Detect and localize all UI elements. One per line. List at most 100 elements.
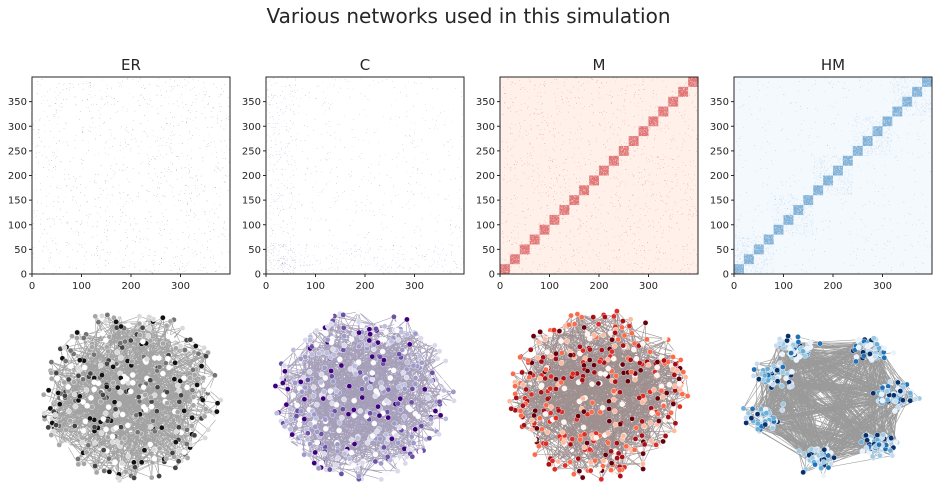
matrix-cell [518,263,519,264]
matrix-cell [513,257,514,259]
matrix-cell [655,123,657,124]
matrix-cell [572,202,574,204]
matrix-cell [609,163,611,165]
matrix-cell [548,232,550,233]
matrix-cell [681,88,682,90]
y-tick-label: 150 [242,196,261,207]
matrix-cell [626,148,628,150]
matrix-cell [670,96,671,97]
matrix-cell [690,83,692,84]
matrix-cell [528,252,530,254]
matrix-cell [612,155,614,157]
matrix-cell [619,151,621,153]
diagonal-block [599,165,609,176]
heatmap-background [266,77,464,274]
matrix-cell [559,216,560,217]
matrix-cell [618,158,620,159]
matrix-cell [633,138,635,140]
matrix-cell [659,108,661,109]
matrix-cell [557,215,558,217]
matrix-cell [694,84,696,85]
matrix-cell [520,243,521,245]
matrix-cell [624,151,625,153]
matrix-cell [678,100,679,102]
matrix-cell [601,170,602,172]
matrix-cell [644,133,645,135]
matrix-cell [603,169,605,170]
matrix-cell [673,100,674,102]
matrix-cell [608,170,609,171]
matrix-cell [538,235,540,237]
matrix-cell [629,140,631,141]
matrix-cell [542,228,544,229]
matrix-cell [558,219,559,220]
matrix-cell [671,101,673,102]
matrix-cell [562,211,563,212]
matrix-cell [623,146,624,148]
matrix-cell [551,222,552,223]
heatmap-cells [266,76,465,274]
matrix-cell [651,123,653,125]
matrix-cell [521,249,522,250]
matrix-cell [634,141,635,143]
matrix-cell [555,216,557,218]
matrix-cell [624,150,625,151]
matrix-cell [600,169,602,171]
matrix-cell [583,190,584,191]
matrix-cell [625,147,627,148]
matrix-cell [577,195,579,196]
matrix-cell [665,106,667,107]
matrix-cell [587,187,589,189]
matrix-cell [674,99,676,100]
matrix-cell [503,263,505,265]
matrix-cell [607,173,608,175]
matrix-cell [684,95,686,97]
matrix-cell [567,212,569,213]
matrix-cell [613,163,615,165]
matrix-cell [549,233,550,234]
matrix-cell [642,131,644,132]
matrix-cell [572,199,573,201]
matrix-cell [628,151,629,153]
matrix-cell [531,241,533,243]
matrix-cell [542,225,544,227]
matrix-cell [617,161,619,163]
matrix-cell [690,84,691,85]
matrix-cell [506,265,507,267]
matrix-cell [564,207,565,208]
matrix-cell [663,105,664,107]
matrix-cell [613,160,614,162]
matrix-cell [598,176,599,177]
matrix-cell [661,115,663,116]
heatmap-background [32,77,230,274]
matrix-cell [539,228,541,229]
matrix-cell [677,101,679,103]
diagonal-block [688,77,698,87]
matrix-cell [524,250,525,251]
matrix-cell [531,242,532,243]
matrix-cell [564,213,566,214]
matrix-cell [570,200,572,202]
matrix-cell [666,109,667,110]
matrix-cell [566,206,567,207]
matrix-cell [553,215,555,217]
matrix-cell [609,163,611,165]
matrix-cell [573,199,575,201]
matrix-cell [676,99,678,100]
matrix-cell [661,114,662,116]
matrix-cell [554,223,555,225]
matrix-cell [686,89,688,91]
matrix-cell [588,193,589,195]
matrix-cell [577,196,579,197]
matrix-cell [640,129,642,131]
matrix-cell [593,181,595,182]
matrix-cell [657,123,659,125]
matrix-cell [581,186,583,188]
matrix-cell [613,160,614,161]
matrix-cell [578,199,580,201]
matrix-cell [506,271,508,272]
matrix-cell [645,130,647,132]
matrix-cell [611,162,612,164]
matrix-cell [548,233,549,235]
matrix-cell [693,83,694,84]
